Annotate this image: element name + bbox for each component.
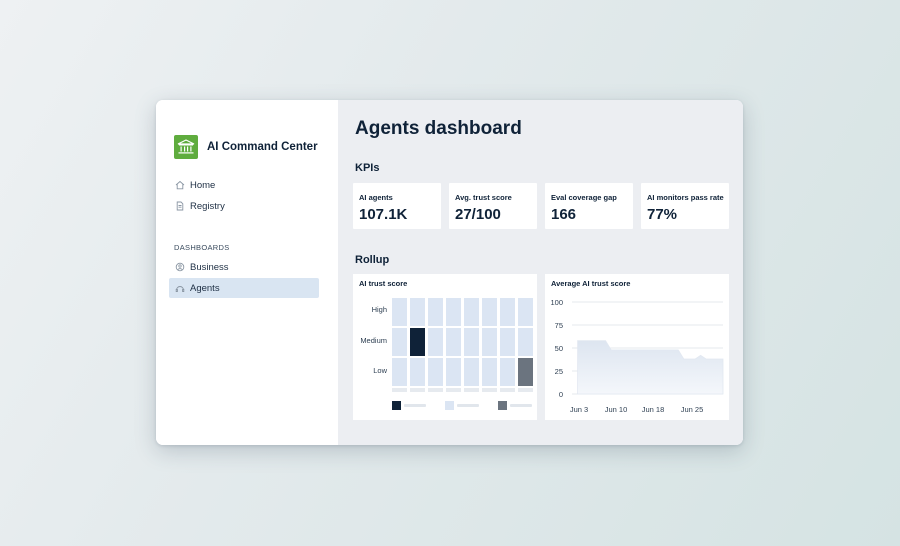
heatmap-cell[interactable] xyxy=(410,298,425,326)
heatmap-cell[interactable] xyxy=(392,358,407,386)
heatmap-cell[interactable] xyxy=(410,328,425,356)
rollup-heading: Rollup xyxy=(355,254,390,266)
heatmap-row-label-high: High xyxy=(371,305,387,314)
heatmap-cell[interactable] xyxy=(500,358,515,386)
sidebar-item-business[interactable]: Business xyxy=(169,257,319,277)
heatmap-column-tick xyxy=(464,388,479,392)
kpi-label: Eval coverage gap xyxy=(551,193,617,202)
legend-swatch-light xyxy=(445,401,454,410)
y-tick-label: 25 xyxy=(555,367,563,376)
heatmap-column-tick xyxy=(518,388,533,392)
dashboards-section-label: DASHBOARDS xyxy=(174,243,230,252)
heatmap-row-label-low: Low xyxy=(373,366,387,375)
heatmap-column-tick xyxy=(410,388,425,392)
bank-logo-icon xyxy=(174,135,198,159)
heatmap-title: AI trust score xyxy=(359,279,408,288)
sidebar-item-label: Home xyxy=(190,179,216,191)
legend-label-placeholder xyxy=(510,404,532,407)
kpi-row: AI agents 107.1K Avg. trust score 27/100… xyxy=(353,183,729,229)
y-tick-label: 50 xyxy=(555,344,563,353)
area-chart: 0 25 50 75 100 Jun 3 Jun 10 Jun 18 Jun 25 xyxy=(550,298,724,414)
kpi-card-ai-agents[interactable]: AI agents 107.1K xyxy=(353,183,441,229)
app-window: AI Command Center Home Registry DASHBOAR… xyxy=(156,100,743,445)
kpi-value: 77% xyxy=(647,206,678,223)
heatmap-cell[interactable] xyxy=(446,298,461,326)
sidebar-item-home[interactable]: Home xyxy=(169,175,319,195)
kpi-value: 27/100 xyxy=(455,206,501,223)
kpi-label: AI agents xyxy=(359,193,393,202)
heatmap-column-tick xyxy=(446,388,461,392)
heatmap-cell[interactable] xyxy=(464,298,479,326)
x-tick-label: Jun 25 xyxy=(681,405,704,414)
kpis-heading: KPIs xyxy=(355,162,380,174)
heatmap-cell[interactable] xyxy=(428,358,443,386)
heatmap-cell[interactable] xyxy=(446,328,461,356)
heatmap-cell[interactable] xyxy=(482,298,497,326)
x-tick-label: Jun 18 xyxy=(642,405,665,414)
page-title: Agents dashboard xyxy=(355,118,522,139)
y-tick-label: 0 xyxy=(559,390,563,399)
heatmap-cell[interactable] xyxy=(410,358,425,386)
area-chart-title: Average AI trust score xyxy=(551,279,631,288)
heatmap-cell[interactable] xyxy=(428,298,443,326)
kpi-value: 107.1K xyxy=(359,206,408,223)
heatmap-column-tick xyxy=(428,388,443,392)
heatmap-column-tick xyxy=(500,388,515,392)
kpi-card-trust-score[interactable]: Avg. trust score 27/100 xyxy=(449,183,537,229)
heatmap-cell[interactable] xyxy=(500,328,515,356)
x-tick-label: Jun 10 xyxy=(605,405,628,414)
heatmap-cell[interactable] xyxy=(500,298,515,326)
main-content: Agents dashboard KPIs AI agents 107.1K A… xyxy=(338,100,743,445)
sidebar-item-label: Registry xyxy=(190,200,225,212)
brand[interactable]: AI Command Center xyxy=(174,135,318,159)
agents-icon xyxy=(175,283,185,293)
area-series xyxy=(577,340,724,395)
legend-swatch-gray xyxy=(498,401,507,410)
heatmap-row-label-medium: Medium xyxy=(360,336,387,345)
heatmap-cell[interactable] xyxy=(518,298,533,326)
kpi-value: 166 xyxy=(551,206,577,223)
kpi-card-monitors-pass-rate[interactable]: AI monitors pass rate 77% xyxy=(641,183,729,229)
sidebar-item-label: Agents xyxy=(190,282,220,294)
heatmap-cell[interactable] xyxy=(392,328,407,356)
heatmap-cell[interactable] xyxy=(518,328,533,356)
document-icon xyxy=(175,201,185,211)
heatmap-column-tick xyxy=(392,388,407,392)
y-tick-label: 100 xyxy=(550,298,563,307)
x-tick-label: Jun 3 xyxy=(570,405,588,414)
main-nav: Home Registry xyxy=(169,175,319,217)
legend-label-placeholder xyxy=(404,404,426,407)
heatmap-cell[interactable] xyxy=(518,358,533,386)
heatmap-cell[interactable] xyxy=(482,358,497,386)
heatmap-card[interactable]: AI trust score High Medium Low xyxy=(353,274,537,420)
kpi-card-eval-coverage[interactable]: Eval coverage gap 166 xyxy=(545,183,633,229)
heatmap-cell[interactable] xyxy=(392,298,407,326)
business-icon xyxy=(175,262,185,272)
legend-swatch-dark xyxy=(392,401,401,410)
heatmap-cell[interactable] xyxy=(464,358,479,386)
kpi-label: Avg. trust score xyxy=(455,193,512,202)
sidebar-item-agents[interactable]: Agents xyxy=(169,278,319,298)
sidebar-item-label: Business xyxy=(190,261,229,273)
kpi-label: AI monitors pass rate xyxy=(647,193,724,202)
heatmap-cell[interactable] xyxy=(446,358,461,386)
y-tick-label: 75 xyxy=(555,321,563,330)
legend-label-placeholder xyxy=(457,404,479,407)
home-icon xyxy=(175,180,185,190)
heatmap-cell[interactable] xyxy=(482,328,497,356)
heatmap-cell[interactable] xyxy=(464,328,479,356)
sidebar: AI Command Center Home Registry DASHBOAR… xyxy=(156,100,338,445)
heatmap-cell[interactable] xyxy=(428,328,443,356)
app-name: AI Command Center xyxy=(207,141,318,153)
area-chart-card[interactable]: Average AI trust score 0 25 50 75 100 Jun 3 Ju… xyxy=(545,274,729,420)
dashboards-nav: Business Agents xyxy=(169,257,319,299)
heatmap-column-tick xyxy=(482,388,497,392)
sidebar-item-registry[interactable]: Registry xyxy=(169,196,319,216)
